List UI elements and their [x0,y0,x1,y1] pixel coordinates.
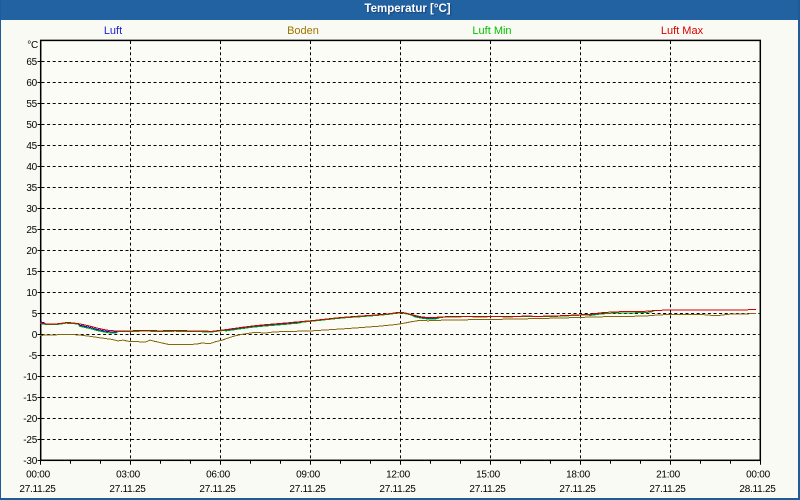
svg-text:35: 35 [26,183,37,194]
svg-text:-15: -15 [23,393,37,404]
svg-text:27.11.25: 27.11.25 [559,484,596,495]
svg-text:06:00: 06:00 [206,470,230,481]
svg-text:27.11.25: 27.11.25 [649,484,686,495]
svg-text:30: 30 [26,204,37,215]
svg-text:15: 15 [26,267,37,278]
svg-text:-25: -25 [23,435,37,446]
svg-text:60: 60 [26,78,37,89]
svg-text:10: 10 [26,288,37,299]
svg-text:°C: °C [27,40,38,51]
svg-text:25: 25 [26,225,37,236]
svg-text:27.11.25: 27.11.25 [379,484,416,495]
svg-text:55: 55 [26,99,37,110]
svg-text:50: 50 [26,120,37,131]
svg-text:21:00: 21:00 [656,470,680,481]
svg-text:20: 20 [26,246,37,257]
svg-text:45: 45 [26,141,37,152]
svg-text:28.11.25: 28.11.25 [739,484,776,495]
svg-text:40: 40 [26,162,37,173]
svg-text:15:00: 15:00 [476,470,500,481]
svg-text:-20: -20 [23,414,37,425]
svg-text:27.11.25: 27.11.25 [199,484,236,495]
svg-text:5: 5 [31,309,37,320]
svg-text:-5: -5 [28,351,37,362]
svg-text:0: 0 [31,330,37,341]
svg-text:27.11.25: 27.11.25 [109,484,146,495]
svg-text:00:00: 00:00 [26,470,50,481]
svg-text:27.11.25: 27.11.25 [289,484,326,495]
svg-text:18:00: 18:00 [566,470,590,481]
svg-text:-30: -30 [23,456,37,467]
svg-text:Boden: Boden [287,25,319,37]
svg-text:27.11.25: 27.11.25 [469,484,506,495]
svg-text:Luft: Luft [103,25,121,37]
svg-text:12:00: 12:00 [386,470,410,481]
svg-text:27.11.25: 27.11.25 [19,484,56,495]
svg-text:00:00: 00:00 [746,470,770,481]
svg-text:Luft Min: Luft Min [472,25,511,37]
svg-text:Luft Max: Luft Max [660,25,703,37]
svg-text:-10: -10 [23,372,37,383]
svg-text:65: 65 [26,57,37,68]
svg-text:03:00: 03:00 [116,470,140,481]
svg-text:09:00: 09:00 [296,470,320,481]
